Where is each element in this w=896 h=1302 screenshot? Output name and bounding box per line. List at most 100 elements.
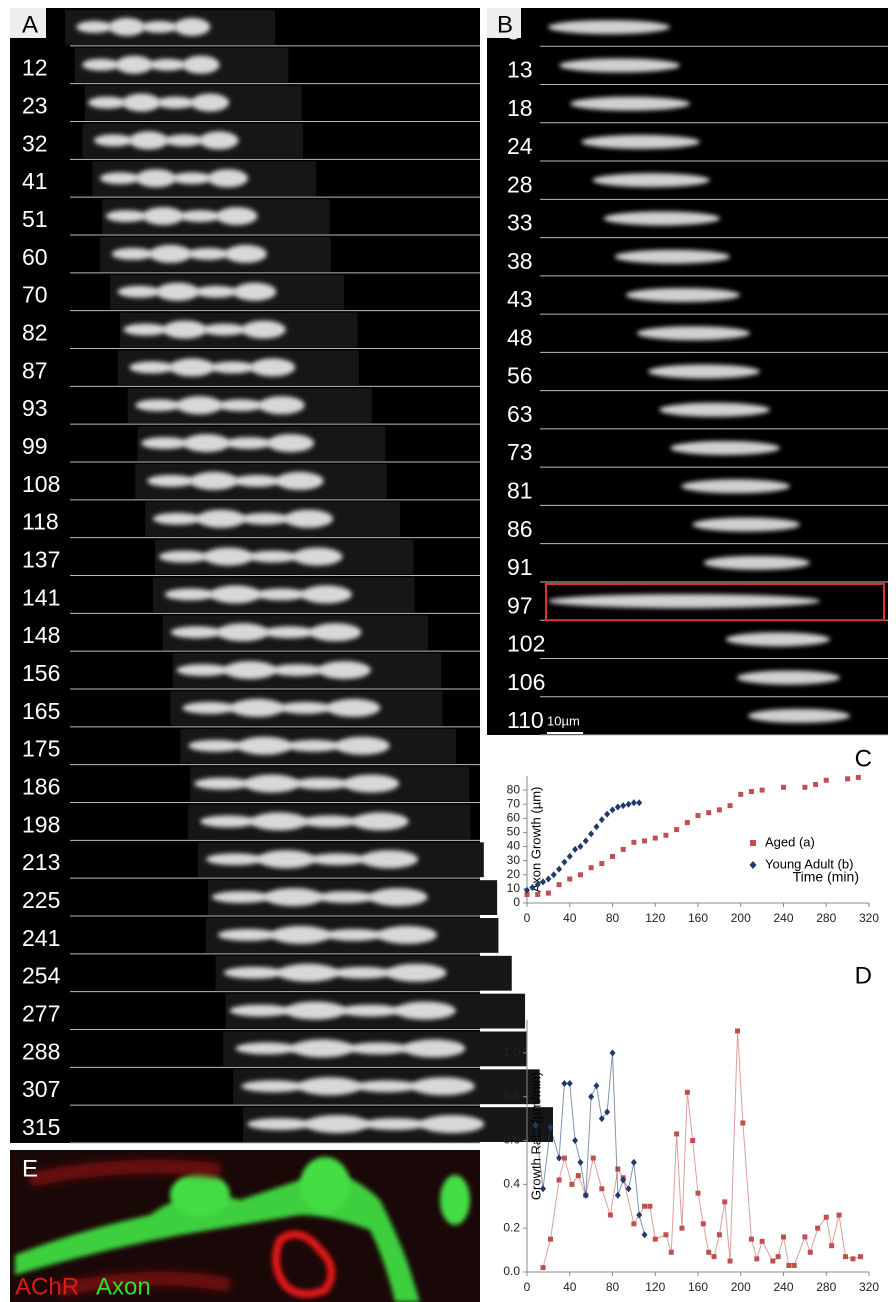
x-tick-label: 200 xyxy=(731,1280,751,1294)
axon-signal xyxy=(183,434,231,453)
data-point xyxy=(547,1123,554,1131)
data-point xyxy=(566,1080,573,1088)
data-point xyxy=(631,839,637,845)
panel-label-box xyxy=(487,8,521,38)
axon-signal xyxy=(394,1001,456,1020)
axon-signal xyxy=(179,210,221,223)
time-label: 33 xyxy=(507,210,533,236)
data-point xyxy=(668,1249,674,1255)
data-point xyxy=(524,892,530,898)
x-tick-label: 160 xyxy=(688,911,708,925)
data-point xyxy=(791,1262,797,1268)
data-point xyxy=(604,1108,611,1116)
axon-signal xyxy=(284,1001,347,1020)
data-point xyxy=(561,1080,568,1088)
y-tick-label: 0.4 xyxy=(503,1177,520,1191)
axon-signal xyxy=(169,358,215,377)
time-label: 156 xyxy=(22,660,60,686)
time-label: 82 xyxy=(22,320,48,346)
time-label: 60 xyxy=(22,244,48,270)
axon-signal xyxy=(105,210,148,223)
time-label: 91 xyxy=(507,554,533,580)
scale-bar-label: 10µm xyxy=(547,713,580,728)
axon-signal xyxy=(122,93,161,112)
axon-signal xyxy=(229,1004,292,1017)
x-tick-label: 240 xyxy=(773,911,793,925)
time-label: 307 xyxy=(22,1076,60,1102)
legend-label: Young Adult (b) xyxy=(765,856,853,871)
data-point xyxy=(722,1199,728,1205)
axon-signal xyxy=(243,774,300,793)
data-point xyxy=(684,820,690,826)
axon-signal xyxy=(277,963,339,982)
axon-signal xyxy=(202,323,247,336)
axon-bouton xyxy=(440,1175,470,1225)
axon-signal xyxy=(548,594,820,609)
axon-signal xyxy=(670,441,780,456)
data-point xyxy=(674,1131,680,1137)
time-label: 43 xyxy=(507,286,533,312)
time-label: 81 xyxy=(507,477,533,503)
data-point xyxy=(663,1232,669,1238)
data-point xyxy=(636,799,643,807)
time-label: 241 xyxy=(22,925,60,951)
axon-signal xyxy=(141,20,178,33)
axon-signal xyxy=(548,20,670,35)
x-tick-label: 0 xyxy=(524,1280,531,1294)
time-label: 141 xyxy=(22,584,60,610)
data-point xyxy=(620,802,627,810)
data-point xyxy=(607,1212,613,1218)
data-point xyxy=(609,1049,616,1057)
data-point xyxy=(561,1155,567,1161)
x-tick-label: 280 xyxy=(816,911,836,925)
axon-signal xyxy=(570,96,690,111)
axon-signal xyxy=(152,512,202,525)
data-point xyxy=(823,777,829,783)
data-point xyxy=(679,1225,685,1231)
axon-signal xyxy=(247,1118,312,1131)
panel-label: D xyxy=(855,962,872,989)
achr-stain xyxy=(272,1230,336,1298)
data-point xyxy=(781,784,786,790)
data-point xyxy=(727,1258,733,1264)
axon-signal xyxy=(190,93,230,112)
axon-bouton xyxy=(170,1173,230,1217)
data-point xyxy=(802,1234,808,1240)
x-tick-label: 120 xyxy=(645,911,665,925)
data-point xyxy=(625,800,632,808)
axon-signal xyxy=(360,850,419,869)
axon-signal xyxy=(308,853,367,866)
x-tick-label: 200 xyxy=(731,911,751,925)
data-point xyxy=(615,1166,621,1172)
data-point xyxy=(567,876,573,882)
axon-signal xyxy=(235,1042,298,1055)
data-point xyxy=(630,799,637,807)
time-label: 24 xyxy=(507,133,533,159)
data-point xyxy=(850,1256,856,1262)
axon-signal xyxy=(232,474,281,487)
y-tick-label: 0.2 xyxy=(503,1220,520,1234)
data-point xyxy=(786,1262,792,1268)
data-point xyxy=(620,1176,627,1184)
axon-signal xyxy=(182,55,220,74)
axon-signal xyxy=(241,1080,305,1093)
chart: 0.0 0.2 0.4 0.6 0.8 1.0 0 40 80 120 160 200 240 280 32… xyxy=(503,962,879,1294)
axon-signal xyxy=(284,509,334,528)
data-point xyxy=(652,1236,658,1242)
data-point xyxy=(588,865,594,871)
axon-signal xyxy=(331,966,393,979)
x-tick-label: 40 xyxy=(563,1280,577,1294)
data-point xyxy=(716,1232,722,1238)
time-label: 23 xyxy=(22,93,48,119)
axon-signal xyxy=(216,623,269,642)
axon-signal xyxy=(194,285,238,298)
time-label: 87 xyxy=(22,357,48,383)
y-tick-label: 0.6 xyxy=(503,1133,520,1147)
time-label: 32 xyxy=(22,130,48,156)
data-point xyxy=(556,1154,563,1162)
axon-signal xyxy=(250,358,296,377)
data-point xyxy=(604,810,611,818)
data-point xyxy=(700,1221,706,1227)
axon-signal xyxy=(292,547,343,566)
